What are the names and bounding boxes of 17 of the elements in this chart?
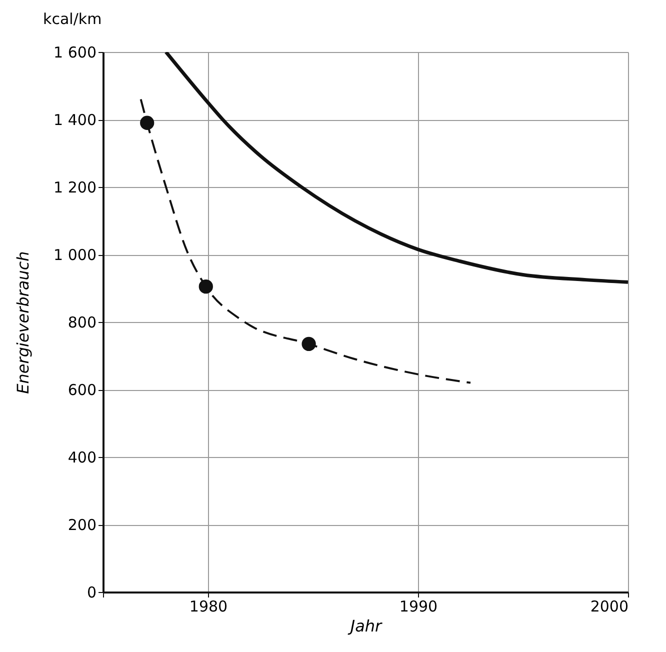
y-tick-label: 1 000: [54, 246, 96, 264]
line-series: [140, 98, 472, 384]
y-tick-label: 1 600: [54, 44, 96, 62]
y-tick-label: 200: [68, 516, 96, 534]
line-series: [164, 52, 628, 284]
x-tick-label: 1980: [189, 598, 228, 616]
x-tick-label: 1990: [399, 598, 438, 616]
x-axis-title: Jahr: [347, 616, 384, 636]
x-tick-label: 2000: [590, 598, 628, 616]
y-tick-label: 600: [68, 381, 96, 399]
y-tick-label: 1 200: [54, 178, 96, 196]
y-tick-label: 400: [68, 448, 96, 466]
y-tick-label: 0: [86, 584, 96, 602]
y-tick-label: 1 400: [54, 111, 96, 129]
y-axis-title: Energieverbrauch: [14, 251, 33, 394]
chart-title: kcal/km: [43, 10, 102, 28]
y-tick-label: 800: [68, 314, 96, 332]
